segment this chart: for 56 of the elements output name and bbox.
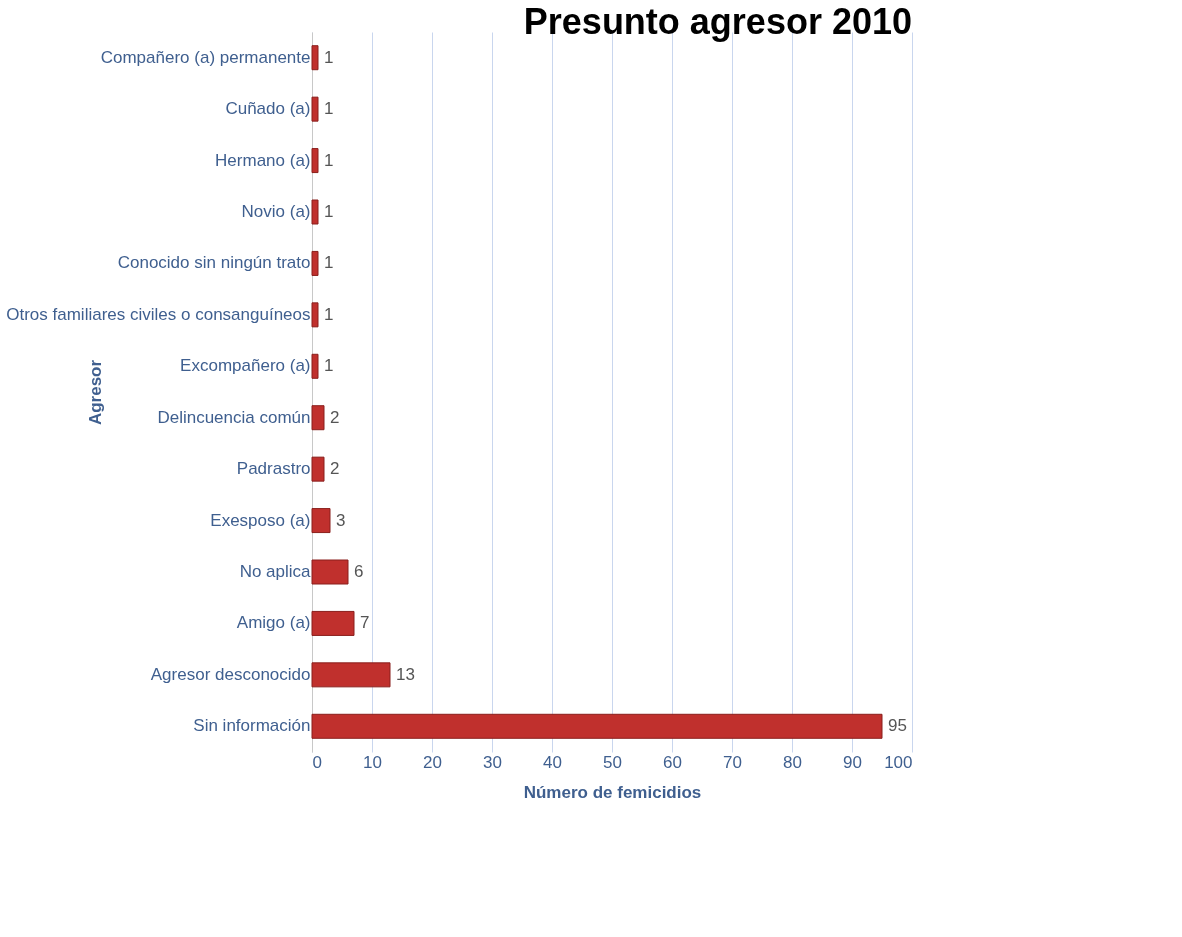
y-tick-label: No aplica (239, 562, 312, 581)
y-tick-label: Conocido sin ningún trato (117, 253, 311, 273)
y-tick-label: Exesposo (a) (210, 510, 311, 530)
y-tick-label: Excompañero (a) (180, 356, 311, 376)
bar (311, 610, 355, 636)
bar (311, 96, 319, 122)
data-label: 1 (324, 99, 334, 119)
data-label: 1 (324, 304, 334, 324)
bar (311, 559, 349, 585)
data-label: 6 (354, 562, 364, 581)
data-label: 1 (324, 202, 334, 221)
bar (311, 199, 319, 225)
bar (311, 456, 325, 482)
data-label: 3 (336, 510, 346, 530)
y-tick-label: Amigo (a) (236, 613, 311, 633)
data-label: 1 (324, 150, 334, 170)
x-tick-label: 90 (843, 752, 862, 772)
x-tick-label: 60 (663, 752, 682, 772)
y-tick-label: Delincuencia común (157, 407, 311, 427)
data-label: 2 (330, 459, 340, 479)
y-axis-title: Agresor (85, 359, 105, 426)
y-tick-label: Compañero (a) permanente (100, 47, 311, 67)
data-label: 7 (360, 613, 370, 633)
data-label: 1 (324, 253, 334, 273)
x-axis-title: Número de femicidios (523, 782, 702, 802)
y-tick-label: Sin información (193, 716, 311, 736)
bar (311, 405, 325, 431)
bar (311, 353, 319, 379)
y-tick-label: Agresor desconocido (150, 664, 311, 684)
bar (311, 148, 319, 174)
data-label: 13 (396, 664, 415, 684)
data-label: 2 (330, 407, 340, 427)
x-tick-label: 40 (543, 752, 562, 772)
data-label: 1 (324, 356, 334, 376)
bar (311, 508, 331, 534)
x-tick-label: 20 (423, 752, 442, 772)
bar (311, 45, 319, 71)
x-tick-label: 100 (884, 752, 913, 772)
data-label: 95 (888, 716, 907, 736)
x-tick-label: 10 (363, 752, 382, 772)
bar (311, 662, 391, 688)
y-tick-label: Novio (a) (241, 202, 311, 221)
bar (311, 250, 319, 276)
x-tick-label: 70 (723, 752, 742, 772)
x-tick-label: 30 (483, 752, 502, 772)
bar (311, 713, 883, 739)
y-tick-label: Cuñado (a) (225, 99, 311, 119)
y-tick-label: Padrastro (236, 459, 311, 479)
y-tick-label: Hermano (a) (215, 150, 311, 170)
y-tick-label: Otros familiares civiles o consanguíneos (6, 304, 311, 324)
x-tick-label: 50 (603, 752, 622, 772)
chart-title: Presunto agresor 2010 (523, 1, 912, 42)
bar (311, 302, 319, 328)
x-tick-label: 0 (312, 752, 322, 772)
data-label: 1 (324, 47, 334, 67)
x-tick-label: 80 (783, 752, 802, 772)
